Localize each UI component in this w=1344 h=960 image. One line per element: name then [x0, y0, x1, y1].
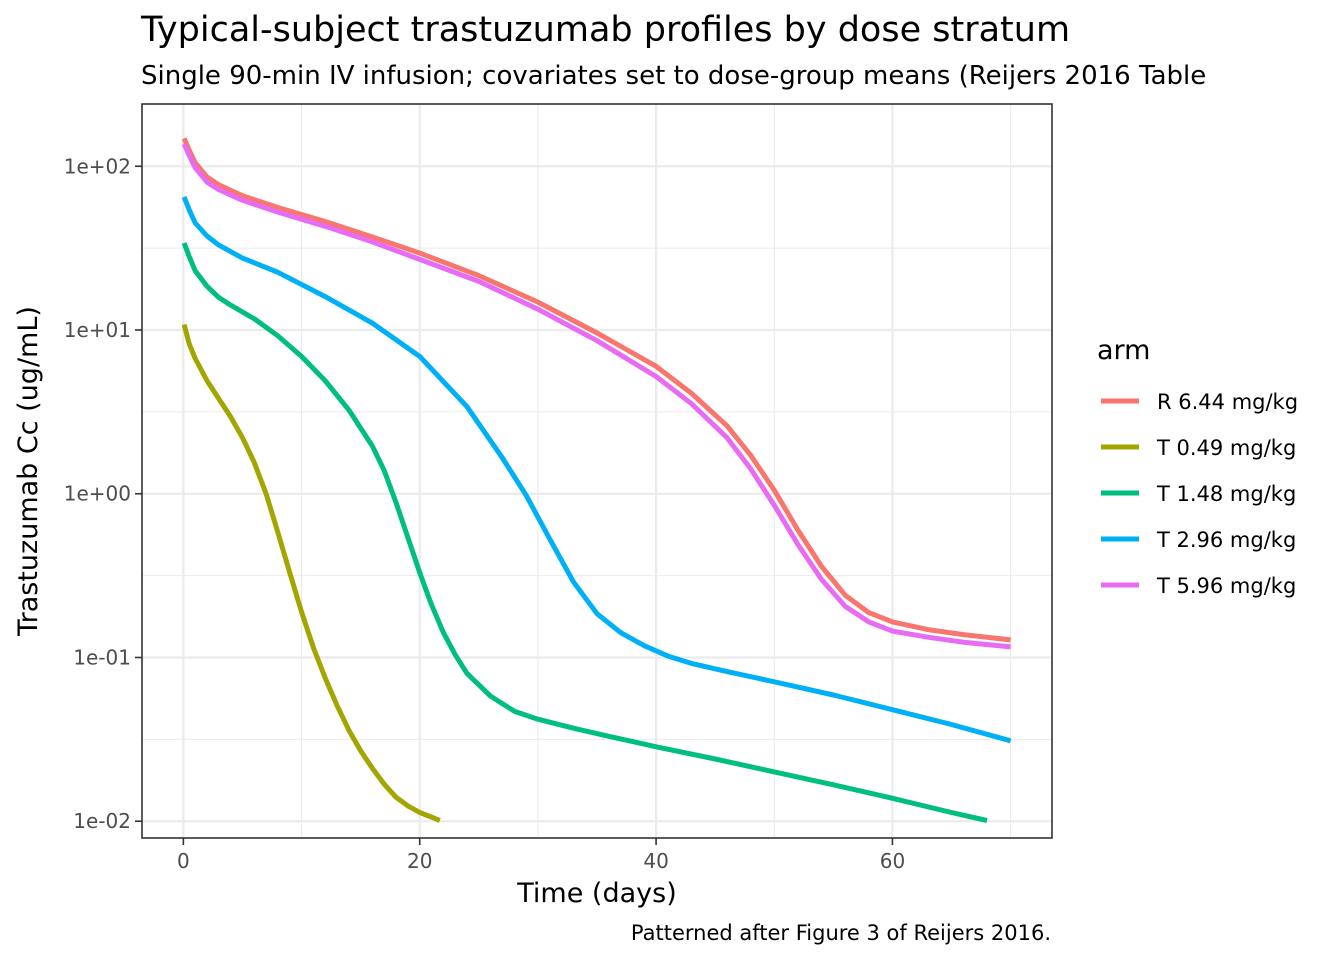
- x-axis-title: Time (days): [516, 878, 676, 909]
- chart-caption: Patterned after Figure 3 of Reijers 2016…: [631, 921, 1051, 945]
- legend-label-t-0-49-mg-kg: T 0.49 mg/kg: [1156, 436, 1296, 460]
- chart-subtitle: Single 90-min IV infusion; covariates se…: [141, 61, 1206, 91]
- legend-title: arm: [1097, 335, 1150, 366]
- y-tick-label: 1e+01: [64, 318, 131, 342]
- y-tick-label: 1e+02: [64, 154, 131, 178]
- series-lines: [181, 137, 1012, 823]
- series-line-r-6-44-mg-kg: [181, 137, 1011, 643]
- series-line-t-1-48-mg-kg: [181, 242, 988, 823]
- y-tick-label: 1e-01: [73, 645, 131, 669]
- major-gridlines: [142, 104, 1052, 838]
- x-tick-label: 20: [407, 849, 432, 873]
- y-tick-label: 1e-02: [73, 809, 131, 833]
- legend-label-r-6-44-mg-kg: R 6.44 mg/kg: [1157, 390, 1298, 414]
- series-line-t-2-96-mg-kg: [181, 195, 1012, 744]
- x-axis: 0 20 40 60: [177, 838, 905, 873]
- chart-title: Typical-subject trastuzumab profiles by …: [140, 10, 1070, 50]
- series-line-t-5-96-mg-kg: [181, 142, 1011, 650]
- x-tick-label: 40: [643, 849, 668, 873]
- legend-label-t-1-48-mg-kg: T 1.48 mg/kg: [1156, 482, 1296, 506]
- plot-panel-border: [141, 103, 1053, 839]
- series-line-t-0-49-mg-kg: [181, 323, 441, 823]
- x-tick-label: 0: [177, 849, 190, 873]
- plot-panel-background: [142, 104, 1052, 838]
- legend: arm R 6.44 mg/kg T 0.49 mg/kg T 1.48 mg/kg…: [1097, 335, 1298, 598]
- x-tick-label: 60: [880, 849, 905, 873]
- legend-label-t-2-96-mg-kg: T 2.96 mg/kg: [1156, 528, 1296, 552]
- y-axis: 1e-02 1e-01 1e+00 1e+01 1e+02: [64, 154, 142, 833]
- y-tick-label: 1e+00: [64, 482, 131, 506]
- minor-gridlines: [142, 104, 1052, 838]
- y-axis-title: Trastuzumab Cc (ug/mL): [13, 306, 44, 637]
- legend-label-t-5-96-mg-kg: T 5.96 mg/kg: [1156, 574, 1296, 598]
